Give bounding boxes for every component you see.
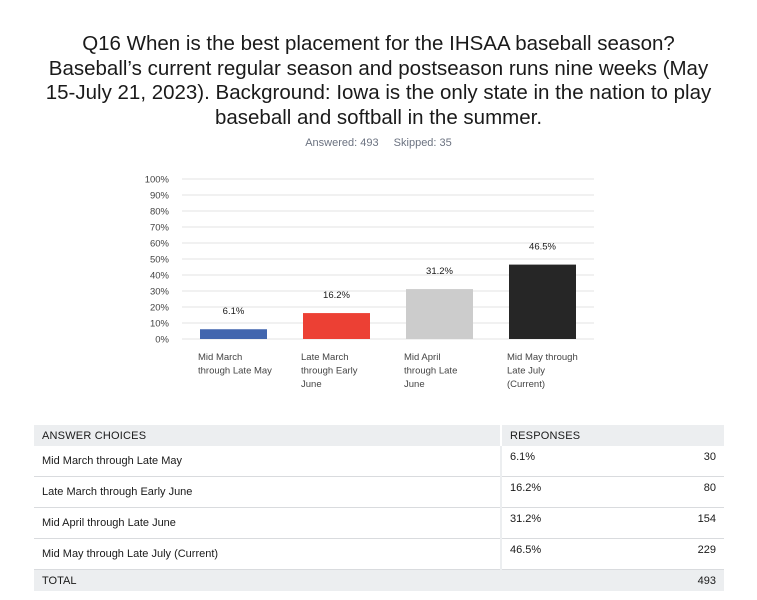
y-tick-label: 30% bbox=[150, 287, 170, 298]
total-count: 493 bbox=[608, 569, 724, 591]
y-tick-label: 20% bbox=[150, 303, 170, 314]
y-tick-label: 10% bbox=[150, 319, 170, 330]
table-row: Mid April through Late June 31.2% 154 bbox=[34, 507, 724, 539]
table-header-row: ANSWER CHOICES RESPONSES bbox=[34, 425, 724, 446]
x-category-label-line: through Early bbox=[301, 366, 358, 377]
total-row: TOTAL 493 bbox=[34, 569, 724, 591]
y-tick-label: 90% bbox=[150, 191, 170, 202]
question-line: Baseball’s current regular season and po… bbox=[48, 56, 709, 80]
count-cell: 229 bbox=[608, 538, 724, 570]
x-category-label-line: June bbox=[404, 379, 425, 390]
total-percent-cell bbox=[500, 569, 608, 591]
x-category-label-line: Late July bbox=[507, 366, 545, 377]
bar-value-label: 46.5% bbox=[529, 242, 556, 253]
count-cell: 80 bbox=[608, 476, 724, 508]
bar bbox=[200, 329, 267, 339]
responses-header: RESPONSES bbox=[500, 425, 724, 446]
percent-cell: 31.2% bbox=[500, 507, 608, 539]
x-category-label-line: Mid May through bbox=[507, 352, 578, 363]
table-row: Mid March through Late May 6.1% 30 bbox=[34, 446, 724, 477]
percent-cell: 16.2% bbox=[500, 476, 608, 508]
answer-choices-header: ANSWER CHOICES bbox=[34, 425, 501, 446]
table-row: Mid May through Late July (Current) 46.5… bbox=[34, 538, 724, 570]
x-category-label: Late March through Early June bbox=[301, 352, 358, 390]
x-category-label-line: through Late bbox=[404, 366, 457, 377]
x-category-label: Mid March through Late May bbox=[198, 352, 272, 377]
question-line: Q16 When is the best placement for the I… bbox=[82, 32, 675, 55]
y-tick-label: 70% bbox=[150, 223, 170, 234]
y-tick-label: 40% bbox=[150, 271, 170, 282]
count-cell: 154 bbox=[608, 507, 724, 539]
y-tick-label: 0% bbox=[155, 335, 169, 346]
y-tick-label: 50% bbox=[150, 255, 170, 266]
choice-cell: Mid March through Late May bbox=[34, 446, 501, 477]
x-category-label-line: Mid April bbox=[404, 352, 440, 363]
y-tick-label: 100% bbox=[145, 175, 170, 186]
y-tick-label: 80% bbox=[150, 207, 170, 218]
bar bbox=[509, 264, 576, 339]
choice-cell: Mid May through Late July (Current) bbox=[34, 538, 501, 570]
question-title: Q16 When is the best placement for the I… bbox=[30, 32, 727, 130]
x-category-label-line: June bbox=[301, 379, 322, 390]
skipped-count: Skipped: 35 bbox=[393, 137, 452, 149]
answered-count: Answered: 493 bbox=[305, 137, 379, 149]
x-category-label-line: Late March bbox=[301, 352, 349, 363]
question-line: 15-July 21, 2023). Background: Iowa is t… bbox=[45, 81, 712, 104]
y-tick-label: 60% bbox=[150, 239, 170, 250]
bar bbox=[406, 289, 473, 339]
x-category-label-line: (Current) bbox=[507, 379, 545, 390]
bar-value-label: 31.2% bbox=[426, 266, 453, 277]
bar bbox=[303, 313, 370, 339]
choice-cell: Late March through Early June bbox=[34, 476, 501, 508]
count-cell: 30 bbox=[608, 446, 724, 477]
total-label: TOTAL bbox=[34, 569, 501, 591]
question-line: baseball and softball in the summer. bbox=[214, 105, 543, 129]
percent-cell: 46.5% bbox=[500, 538, 608, 570]
x-category-label: Mid May through Late July (Current) bbox=[507, 352, 578, 390]
bar-value-label: 16.2% bbox=[323, 290, 350, 301]
percent-cell: 6.1% bbox=[500, 446, 608, 477]
responses-table: ANSWER CHOICES RESPONSES Mid March throu… bbox=[34, 425, 724, 591]
x-category-label: Mid April through Late June bbox=[404, 352, 457, 390]
choice-cell: Mid April through Late June bbox=[34, 507, 501, 539]
table-row: Late March through Early June 16.2% 80 bbox=[34, 476, 724, 508]
bar-chart: 0% 10% 20% 30% 40% 50% 60% 70% 80% 90% 100% 6.1% Mid… bbox=[145, 175, 594, 390]
x-category-label-line: Mid March bbox=[198, 352, 242, 363]
x-category-label-line: through Late May bbox=[198, 366, 272, 377]
bar-value-label: 6.1% bbox=[223, 306, 245, 317]
response-stats: Answered: 493 Skipped: 35 bbox=[0, 137, 757, 149]
